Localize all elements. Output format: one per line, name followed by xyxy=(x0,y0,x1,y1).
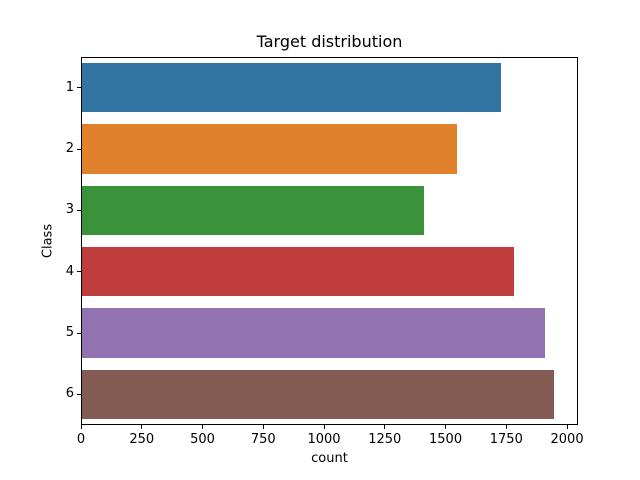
y-tick-label: 2 xyxy=(65,141,74,156)
x-tick-mark xyxy=(445,425,447,429)
x-tick-mark xyxy=(384,425,386,429)
x-tick-mark xyxy=(566,425,568,429)
x-tick-label: 1250 xyxy=(368,432,402,447)
y-tick-mark xyxy=(77,209,81,211)
x-tick-label: 1750 xyxy=(489,432,523,447)
y-tick-label: 4 xyxy=(65,263,74,279)
x-tick-label: 1000 xyxy=(307,432,341,447)
bar-class-6 xyxy=(82,369,555,419)
x-tick-mark xyxy=(141,425,143,429)
y-tick-mark xyxy=(77,393,81,395)
x-tick-label: 750 xyxy=(250,432,276,447)
x-tick-mark xyxy=(505,425,507,429)
x-tick-mark xyxy=(80,425,82,429)
x-tick-label: 500 xyxy=(190,432,215,447)
bar-class-1 xyxy=(82,63,501,113)
x-tick-label: 0 xyxy=(76,432,86,447)
chart-title: Target distribution xyxy=(256,32,403,51)
y-tick-mark xyxy=(77,332,81,334)
bar-class-5 xyxy=(82,308,546,358)
x-tick-label: 2000 xyxy=(550,432,584,447)
bar-class-2 xyxy=(82,124,458,174)
x-tick-label: 1500 xyxy=(429,432,463,447)
y-tick-label: 5 xyxy=(65,325,74,340)
bar-class-4 xyxy=(82,247,514,297)
plot-area xyxy=(81,57,578,425)
x-tick-label: 250 xyxy=(129,432,155,447)
y-axis-label-text: Class xyxy=(40,223,56,259)
y-tick-label: 1 xyxy=(65,79,74,95)
x-tick-mark xyxy=(323,425,325,429)
x-axis-label: count xyxy=(311,451,348,466)
y-tick-mark xyxy=(77,271,81,273)
y-tick-label: 3 xyxy=(65,202,74,218)
y-tick-mark xyxy=(77,148,81,150)
bar-class-3 xyxy=(82,185,424,235)
x-tick-mark xyxy=(202,425,204,429)
y-tick-mark xyxy=(77,87,81,89)
y-tick-label: 6 xyxy=(65,386,74,402)
x-tick-mark xyxy=(262,425,264,429)
